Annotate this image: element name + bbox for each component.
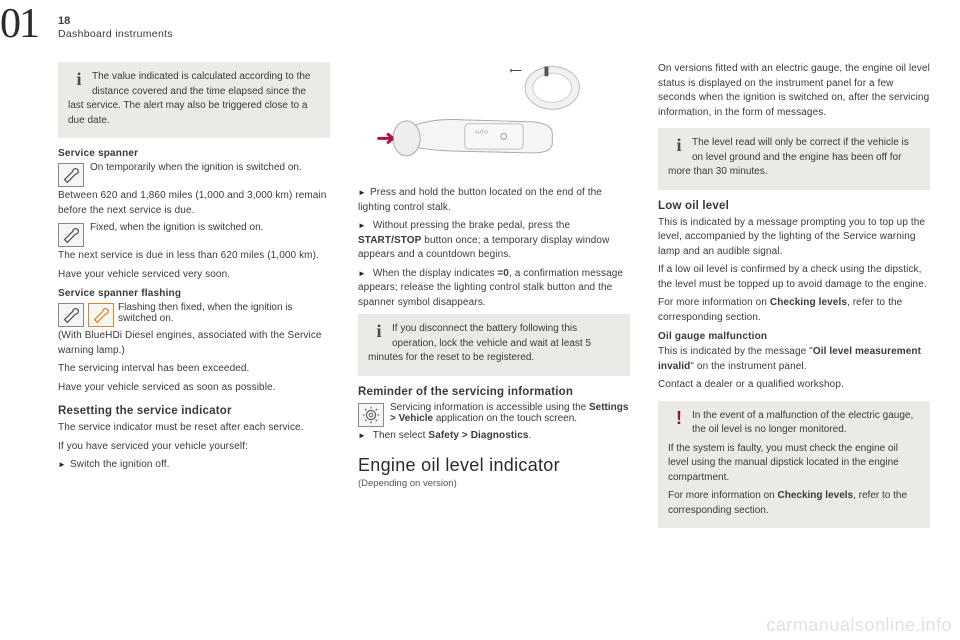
watermark: carmanualsonline.info [766,615,952,636]
warn-text-b: If the system is faulty, you must check … [668,443,899,483]
info-box-battery: i If you disconnect the battery followin… [358,314,630,376]
reminder1: Servicing information is accessible usin… [390,402,628,424]
flash-text: Flashing then fixed, when the ignition i… [118,302,293,324]
reset2: If you have serviced your vehicle yourse… [58,440,330,455]
spanner-on-text: On temporarily when the ignition is swit… [90,162,302,173]
info-box-calculated: i The value indicated is calculated acco… [58,62,330,138]
m1c: " on the instrument panel. [690,361,806,372]
wrench-icon [58,303,84,327]
flash-row: Flashing then fixed, when the ignition i… [58,302,330,329]
wrench-icon [58,223,84,247]
r2b: Safety > Diagnostics [428,430,528,441]
l3b: Checking levels [770,297,847,308]
section-title: Dashboard instruments [58,28,173,42]
page-number: 18 [58,14,173,28]
info-text: If you disconnect the battery following … [368,323,591,363]
r1a: Servicing information is accessible usin… [390,402,589,413]
low2: If a low oil level is confirmed by a che… [658,263,930,292]
info-text: The value indicated is calculated accord… [68,71,310,126]
spanner-fixed3: Have your vehicle serviced very soon. [58,268,330,283]
r2a: Then select [373,430,429,441]
step2a: Without pressing the brake pedal, press … [373,220,570,231]
low3: For more information on Checking levels,… [658,296,930,325]
malf1: This is indicated by the message "Oil le… [658,345,930,374]
chapter-number: 01 [0,0,38,48]
engine-note: (Depending on version) [358,478,630,489]
l3a: For more information on [658,297,770,308]
heading-reset: Resetting the service indicator [58,405,330,417]
svg-text:AUTO: AUTO [475,130,489,136]
column-2: AUTO ⟵ Press and hold the button located… [358,62,630,538]
stalk-figure: AUTO ⟵ [358,62,630,172]
step3b: =0 [497,268,509,279]
r1c: application on the touch screen. [433,413,577,424]
info-icon: i [368,322,390,340]
spanner-range: Between 620 and 1,860 miles (1,000 and 3… [58,189,330,218]
flash-note3: Have your vehicle serviced as soon as po… [58,381,330,396]
b4cb: Checking levels [778,490,854,501]
r2c: . [529,430,532,441]
column-1: i The value indicated is calculated acco… [58,62,330,538]
spanner-fixed-row: Fixed, when the ignition is switched on. [58,222,330,249]
wrench-orange-icon [88,303,114,327]
reminder-row: Servicing information is accessible usin… [358,402,630,429]
step2b: START/STOP [358,235,421,246]
svg-text:⟵: ⟵ [510,65,523,75]
spanner-row: On temporarily when the ignition is swit… [58,162,330,189]
col3-p1: On versions fitted with an electric gaug… [658,62,930,120]
gear-icon [358,403,384,427]
step3a: When the display indicates [373,268,497,279]
flash-note: (With BlueHDi Diesel engines, associated… [58,329,330,358]
step1: Press and hold the button located on the… [358,186,630,215]
malf2: Contact a dealer or a qualified workshop… [658,378,930,393]
reminder2: Then select Safety > Diagnostics. [358,429,630,444]
heading-spanner-flashing: Service spanner flashing [58,288,330,299]
heading-reminder: Reminder of the servicing information [358,386,630,398]
column-3: On versions fitted with an electric gaug… [658,62,930,538]
heading-service-spanner: Service spanner [58,148,330,159]
info-text: The level read will only be correct if t… [668,137,909,177]
info-icon: i [68,70,90,88]
low1: This is indicated by a message prompting… [658,216,930,260]
flash-note2: The servicing interval has been exceeded… [58,362,330,377]
heading-low-oil: Low oil level [658,200,930,212]
warn-text-a: In the event of a malfunction of the ele… [692,410,913,436]
page-header: 18 Dashboard instruments [58,14,173,42]
step3: When the display indicates =0, a confirm… [358,267,630,311]
warn-text-c: For more information on Checking levels,… [668,490,907,516]
step2: Without pressing the brake pedal, press … [358,219,630,263]
warning-icon: ! [668,409,690,427]
b4ca: For more information on [668,490,778,501]
spanner-fixed2: The next service is due in less than 620… [58,249,330,264]
m1a: This is indicated by the message " [658,346,813,357]
spanner-fixed-text: Fixed, when the ignition is switched on. [90,222,263,233]
heading-malfunction: Oil gauge malfunction [658,331,930,342]
heading-engine-oil: Engine oil level indicator [358,455,630,476]
reset1: The service indicator must be reset afte… [58,421,330,436]
wrench-icon [58,163,84,187]
content-columns: i The value indicated is calculated acco… [58,62,930,538]
reset3: Switch the ignition off. [58,458,330,473]
info-box-level: i The level read will only be correct if… [658,128,930,190]
info-icon: i [668,136,690,154]
warn-box-gauge: ! In the event of a malfunction of the e… [658,401,930,529]
